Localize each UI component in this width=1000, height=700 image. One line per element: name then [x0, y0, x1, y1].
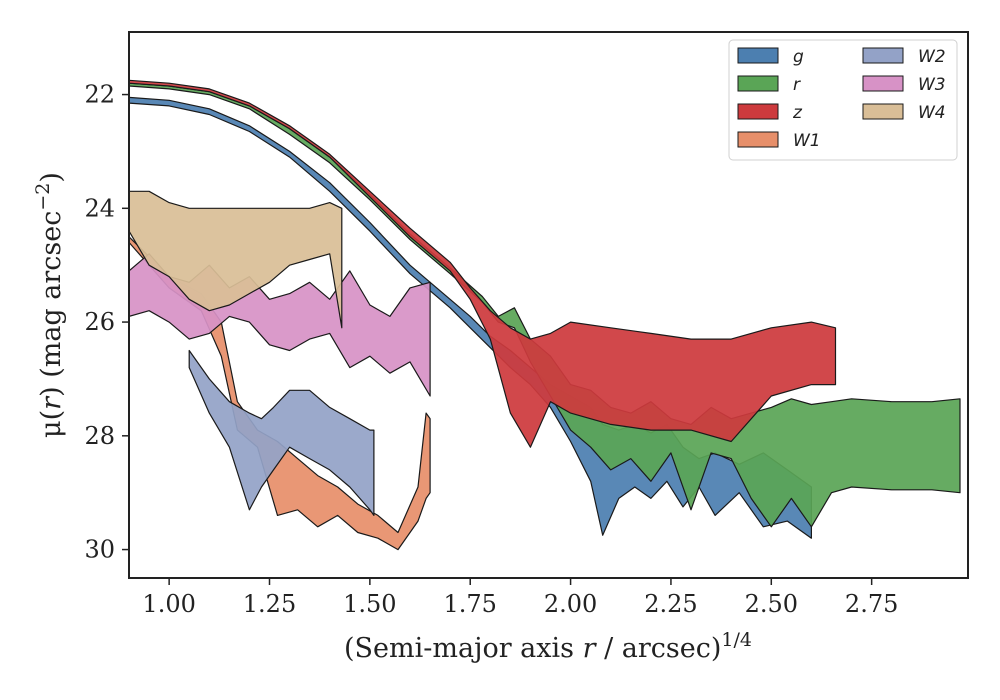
- x-tick-label: 2.75: [845, 590, 898, 618]
- legend-label-w2: W2: [918, 47, 946, 67]
- legend-swatch-g: [737, 47, 779, 64]
- legend-swatch-r: [737, 75, 779, 92]
- legend-swatch-w2: [862, 47, 904, 64]
- x-tick-label: 1.25: [243, 590, 296, 618]
- plot-frame: [128, 31, 969, 579]
- x-tick-label: 2.50: [745, 590, 798, 618]
- legend-swatch-z: [737, 103, 779, 120]
- y-tick-label: 26: [84, 308, 115, 336]
- series-layer: [129, 79, 961, 551]
- y-tick-label: 30: [84, 536, 115, 564]
- y-axis-label: μ(r) (mag arcsec−2): [32, 172, 67, 438]
- legend-box: [728, 39, 958, 161]
- x-tick-label: 1.50: [343, 590, 396, 618]
- x-axis-label: (Semi-major axis r / arcsec)1/4: [344, 629, 752, 664]
- x-tick-label: 1.00: [142, 590, 195, 618]
- legend-swatch-w3: [862, 75, 904, 92]
- legend-swatch-w1: [737, 131, 779, 148]
- band-w4: [129, 190, 343, 329]
- legend-label-z: z: [792, 103, 803, 123]
- band-w2: [188, 349, 375, 517]
- legend-label-g: g: [793, 47, 804, 67]
- y-tick-label: 22: [84, 81, 115, 109]
- legend-label-w3: W3: [918, 75, 946, 95]
- legend: grz W1 W2 W3 W4: [728, 39, 958, 161]
- legend-label-r: r: [793, 75, 801, 95]
- legend-swatch-w4: [862, 103, 904, 120]
- legend-label-w1: W1: [793, 131, 821, 151]
- y-tick-label: 24: [84, 194, 115, 222]
- x-tick-label: 1.75: [444, 590, 497, 618]
- tick-layer: 1.00 1.25 1.50 1.75 2.00 2.25 2.50 2.75 22 24 26 28…: [84, 81, 898, 618]
- x-tick-label: 2.25: [644, 590, 697, 618]
- y-tick-label: 28: [84, 422, 115, 450]
- x-tick-label: 2.00: [544, 590, 597, 618]
- band-z: [129, 79, 837, 448]
- legend-label-w4: W4: [918, 103, 946, 123]
